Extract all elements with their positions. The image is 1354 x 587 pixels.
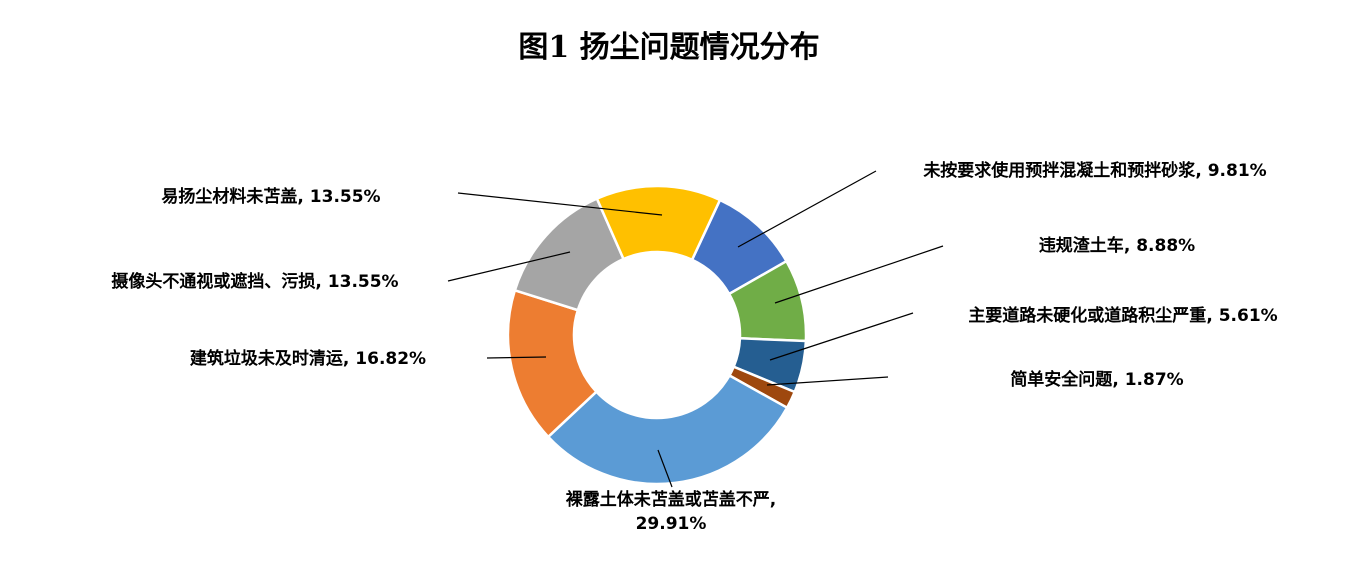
data-label-unhardened-roads: 主要道路未硬化或道路积尘严重, 5.61% bbox=[968, 306, 1278, 326]
leader-line-5 bbox=[486, 356, 547, 359]
data-label-simple-safety-issues: 简单安全问题, 1.87% bbox=[1010, 370, 1184, 390]
data-label-pct: 16.82% bbox=[355, 349, 427, 369]
leader-line-6 bbox=[447, 251, 571, 282]
data-label-illegal-dump-trucks: 违规渣土车, 8.88% bbox=[1038, 236, 1196, 256]
data-label-pct: 5.61% bbox=[1218, 306, 1278, 326]
data-label-pct: 9.81% bbox=[1207, 161, 1267, 181]
donut-slices bbox=[506, 184, 808, 486]
donut-slice-4 bbox=[546, 374, 789, 486]
data-label-camera-blocked: 摄像头不通视或遮挡、污损, 13.55% bbox=[111, 272, 399, 292]
leader-line-1 bbox=[774, 245, 944, 304]
leader-line-4 bbox=[657, 449, 673, 488]
data-label-pct: 1.87% bbox=[1124, 370, 1184, 390]
leader-line-7 bbox=[457, 192, 663, 216]
leader-line-3 bbox=[766, 376, 889, 386]
data-label-pct: 13.55% bbox=[327, 272, 399, 292]
data-label-construction-waste: 建筑垃圾未及时清运, 16.82% bbox=[189, 349, 427, 369]
data-label-premixed-concrete: 未按要求使用预拌混凝土和预拌砂浆, 9.81% bbox=[923, 161, 1267, 181]
leader-line-0 bbox=[737, 170, 877, 248]
data-label-exposed-soil: 裸露土体未苫盖或苫盖不严, 29.91% bbox=[565, 490, 777, 534]
donut-slice-7 bbox=[595, 184, 722, 262]
data-label-dust-prone-materials: 易扬尘材料未苫盖, 13.55% bbox=[161, 187, 381, 207]
leader-line-2 bbox=[769, 312, 914, 361]
data-label-pct: 8.88% bbox=[1136, 236, 1196, 256]
leader-lines bbox=[447, 170, 944, 488]
chart-title: 图1 扬尘问题情况分布 bbox=[518, 30, 820, 65]
data-label-pct: 13.55% bbox=[309, 187, 381, 207]
data-label-pct: 29.91% bbox=[635, 514, 707, 534]
